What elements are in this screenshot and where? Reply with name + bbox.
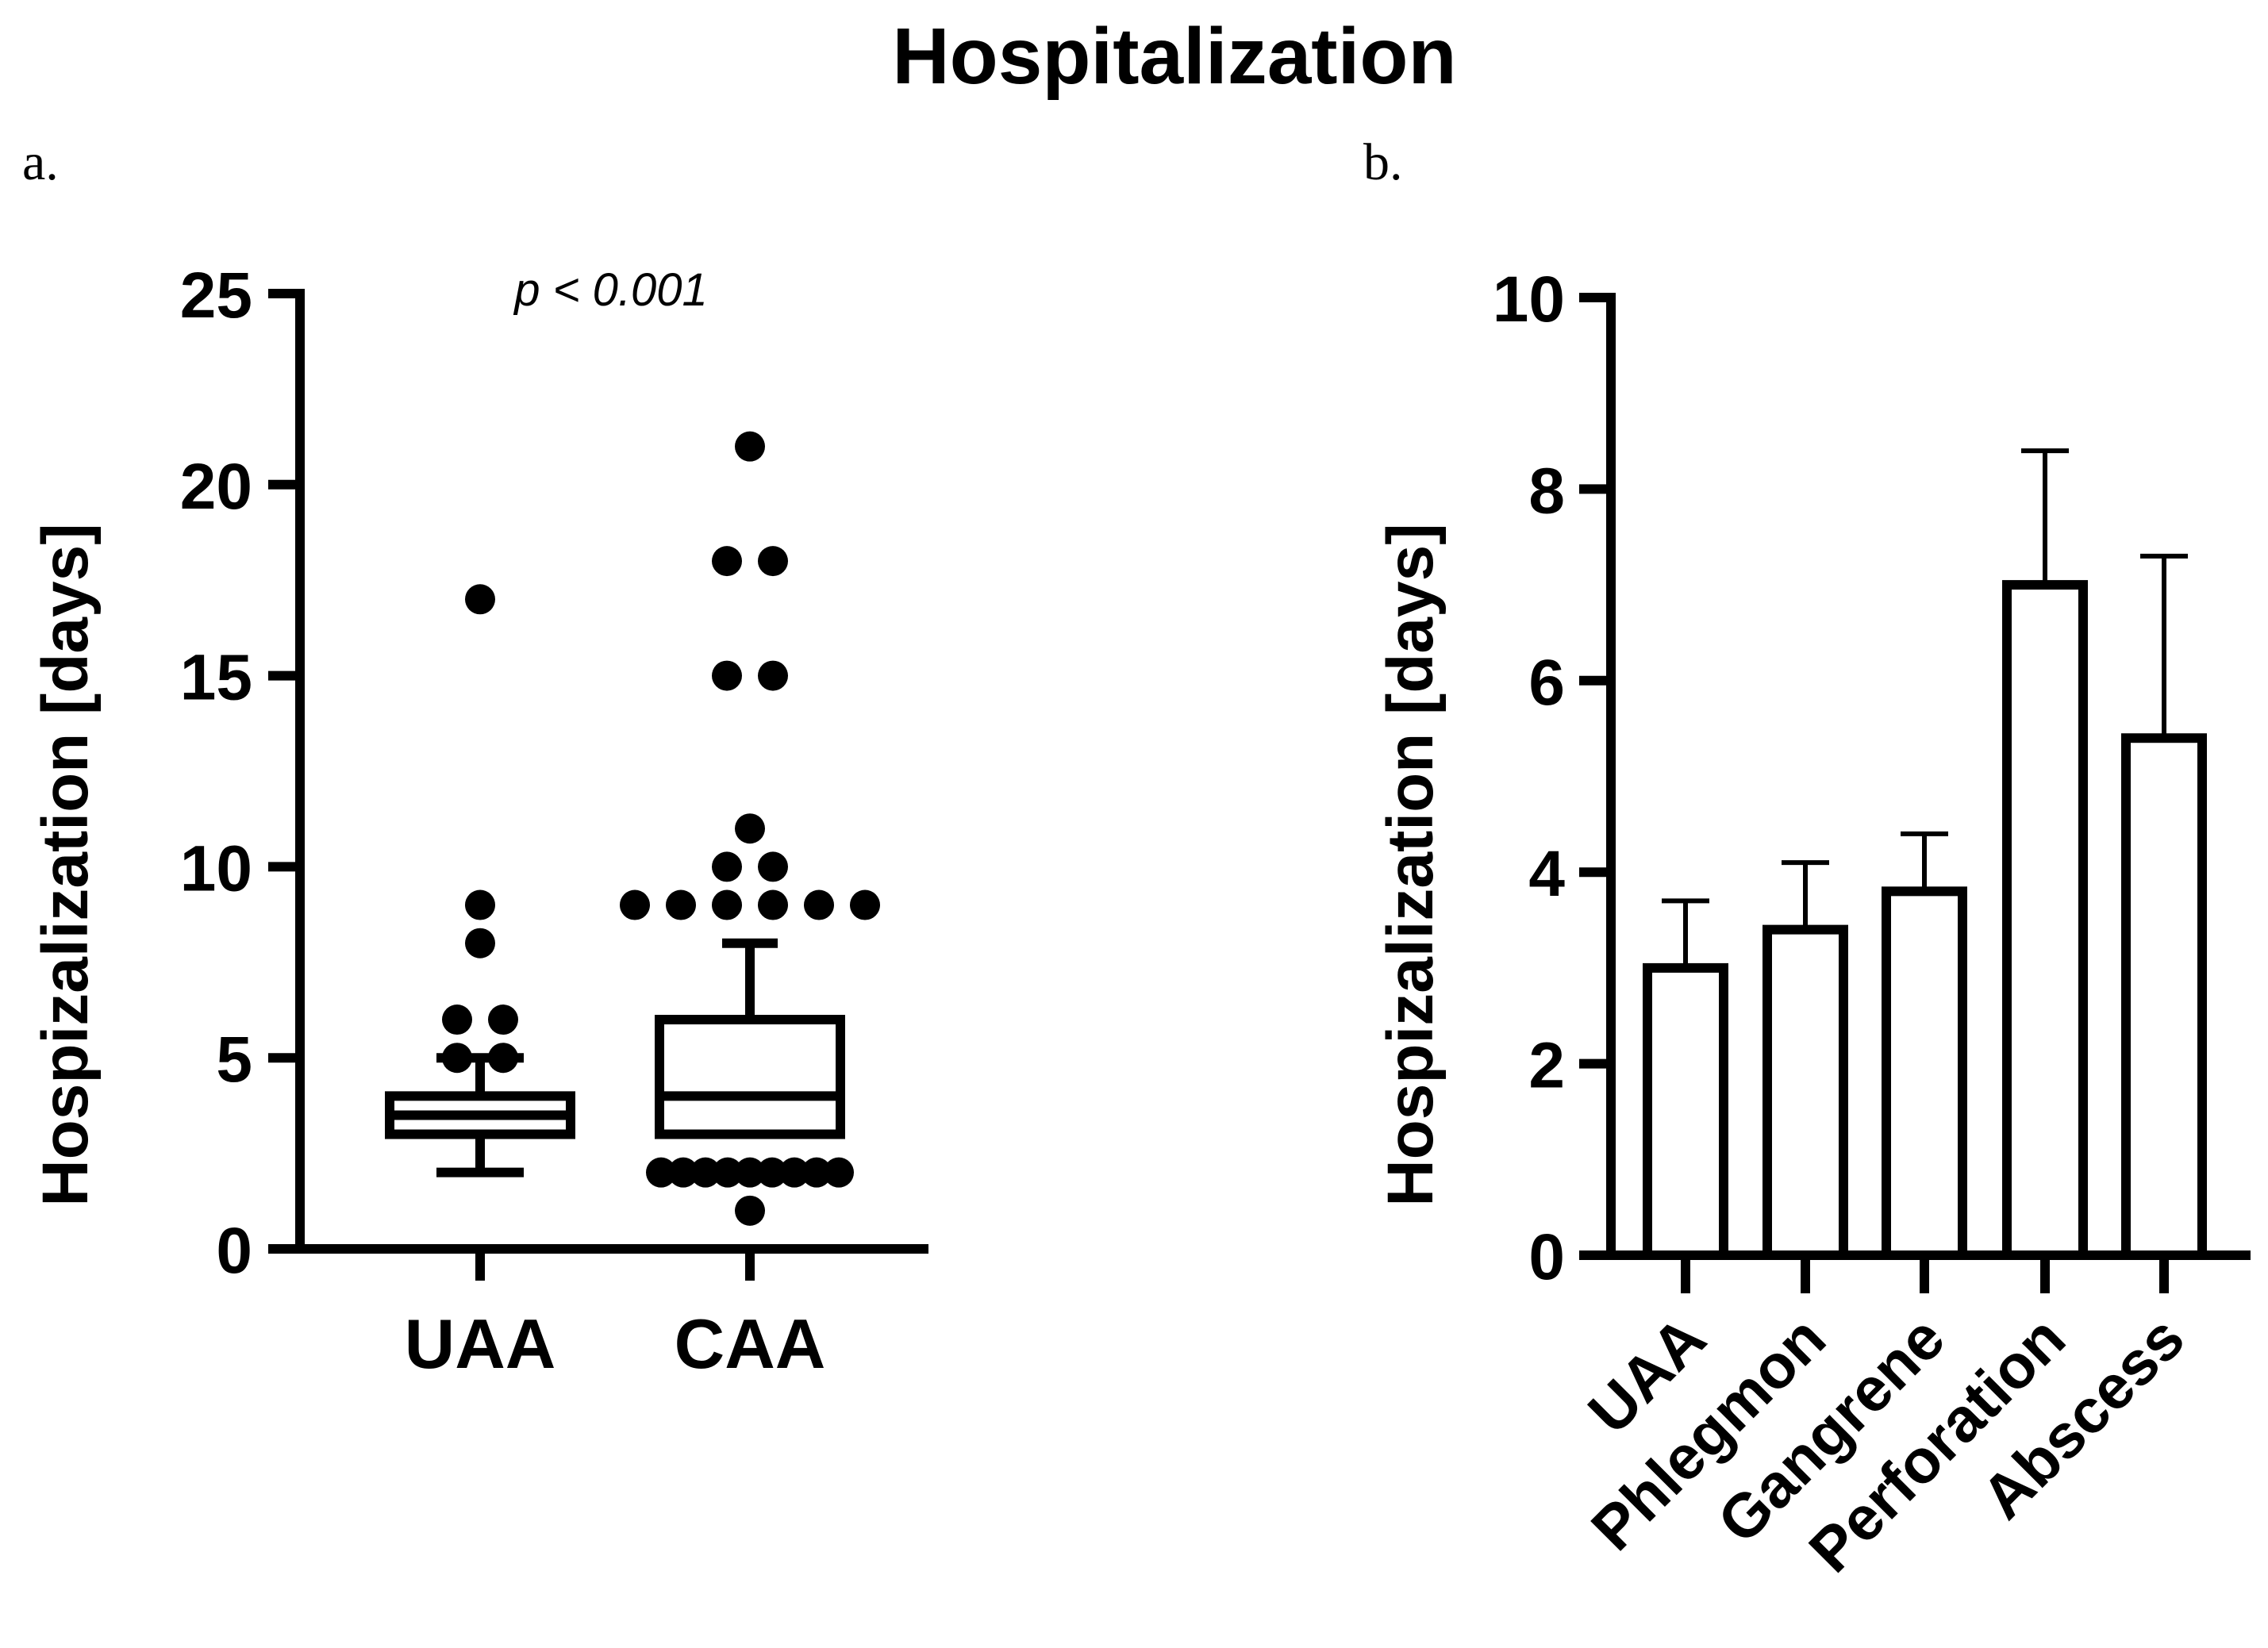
y-tick-label: 5 [216,1024,252,1096]
panel-a-boxplot: a. p < 0.001 Hospizalization [days] 0 5 10… [22,133,928,1383]
outlier-point [668,1157,698,1188]
outlier-point [850,889,880,920]
bar-Abscess [2121,733,2207,1260]
outlier-point [488,1005,518,1035]
outlier-point [758,851,788,882]
y-tick-label: 2 [1528,1030,1565,1102]
outlier-point [758,546,788,577]
y-tick-label: 15 [180,642,252,714]
outlier-point [735,813,765,844]
bar-Gangrene [1882,886,1967,1260]
outlier-point [646,1157,676,1188]
box-UAA [385,584,575,1177]
panel-a-marks [385,431,880,1226]
outlier-point [620,889,650,920]
y-tick-label: 10 [180,832,252,905]
y-tick-label: 0 [1528,1221,1565,1293]
outlier-point [666,889,696,920]
panel-a-axes: 0 5 10 15 20 25 UAA CAA [180,259,928,1383]
x-tick-label: CAA [675,1304,826,1383]
outlier-point [801,1157,832,1188]
y-tick-label: 8 [1528,455,1565,527]
outlier-point [804,889,834,920]
outlier-point [442,1043,472,1074]
panel-b-barchart: b. Hospizalization [days] 0246810UAAPhle… [1363,133,2251,1585]
outlier-point [712,851,742,882]
panel-a-ylabel: Hospizalization [days] [29,523,102,1206]
outlier-point [713,1157,743,1188]
x-tick-label: UAA [405,1304,556,1383]
outlier-point [712,889,742,920]
y-tick-label: 20 [180,451,252,523]
outlier-point [465,928,495,958]
outlier-point [735,1195,765,1226]
outlier-point [465,889,495,920]
box-CAA [620,431,880,1226]
outlier-point [735,1157,765,1188]
outlier-point [824,1157,854,1188]
bar-Phlegmon [1763,924,1848,1260]
y-tick-label: 10 [1493,263,1565,336]
panel-b-marks [1643,448,2207,1261]
outlier-point [757,1157,787,1188]
y-tick-label: 6 [1528,647,1565,719]
outlier-point [712,660,742,691]
panel-a-label: a. [22,133,59,191]
outlier-point [735,431,765,462]
outlier-point [442,1005,472,1035]
outlier-point [690,1157,721,1188]
figure-title: Hospitalization [892,12,1456,101]
panel-a-annotation: p < 0.001 [513,264,708,316]
outlier-point [758,889,788,920]
outlier-point [712,546,742,577]
y-tick-label: 25 [180,259,252,332]
y-tick-label: 0 [216,1215,252,1287]
box-iqr [655,1015,845,1139]
panel-b-label: b. [1363,133,1403,191]
bar-UAA [1643,962,1728,1261]
outlier-point [758,660,788,691]
y-tick-label: 4 [1528,838,1565,910]
bar-Perforation [2002,580,2088,1260]
outlier-point [465,584,495,615]
outlier-point [779,1157,809,1188]
panel-b-ylabel: Hospizalization [days] [1374,523,1447,1206]
outlier-point [488,1043,518,1074]
